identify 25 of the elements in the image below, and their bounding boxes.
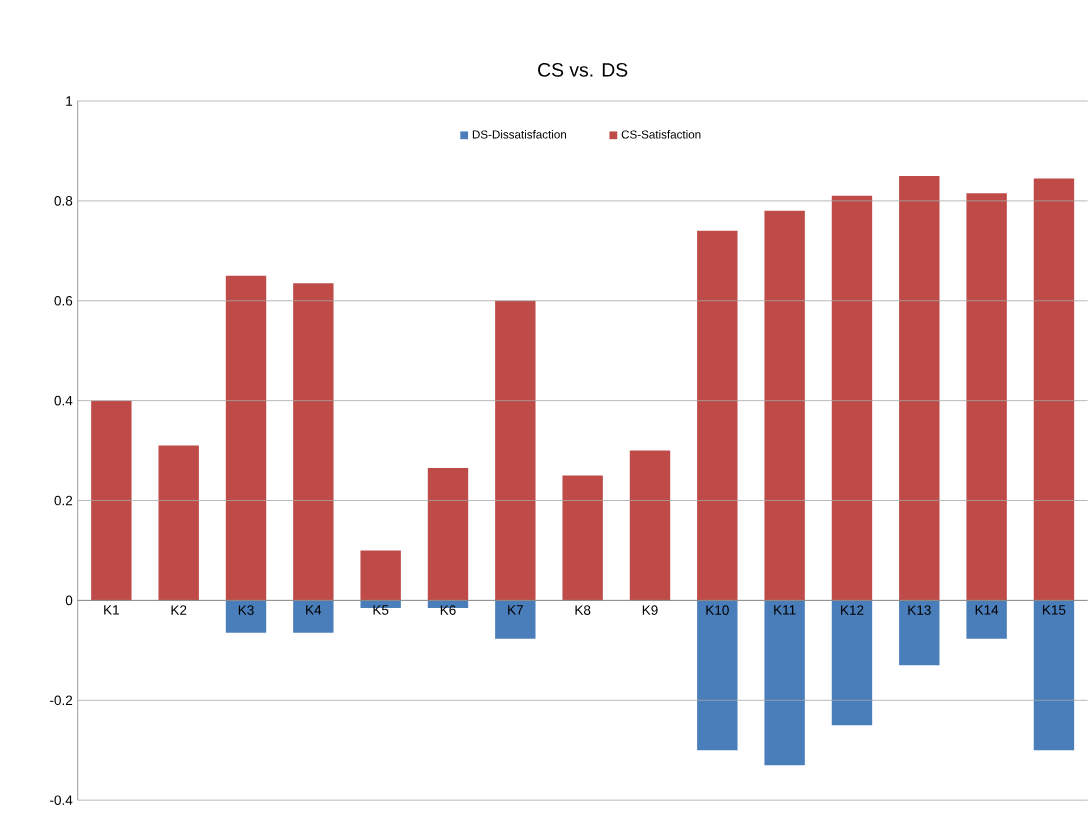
bar	[831, 196, 873, 601]
bar	[831, 600, 873, 726]
bar	[629, 451, 671, 601]
bar	[91, 401, 132, 601]
bar	[697, 600, 738, 751]
bar	[225, 600, 267, 634]
bar	[899, 176, 940, 601]
bar	[360, 550, 401, 601]
bar	[697, 231, 738, 601]
bar	[225, 276, 267, 601]
bar	[966, 600, 1007, 640]
bar	[158, 446, 199, 601]
bar	[764, 211, 805, 601]
bar	[495, 600, 536, 640]
bar	[764, 600, 805, 766]
bar	[562, 475, 603, 601]
bar	[899, 600, 940, 666]
bar	[1033, 600, 1075, 751]
bar	[966, 193, 1007, 601]
bar	[1033, 178, 1075, 601]
bar	[495, 301, 536, 601]
chart-title: CS vs. DS	[538, 63, 628, 78]
bar	[293, 283, 334, 601]
bar	[293, 600, 334, 634]
bar	[427, 468, 469, 601]
